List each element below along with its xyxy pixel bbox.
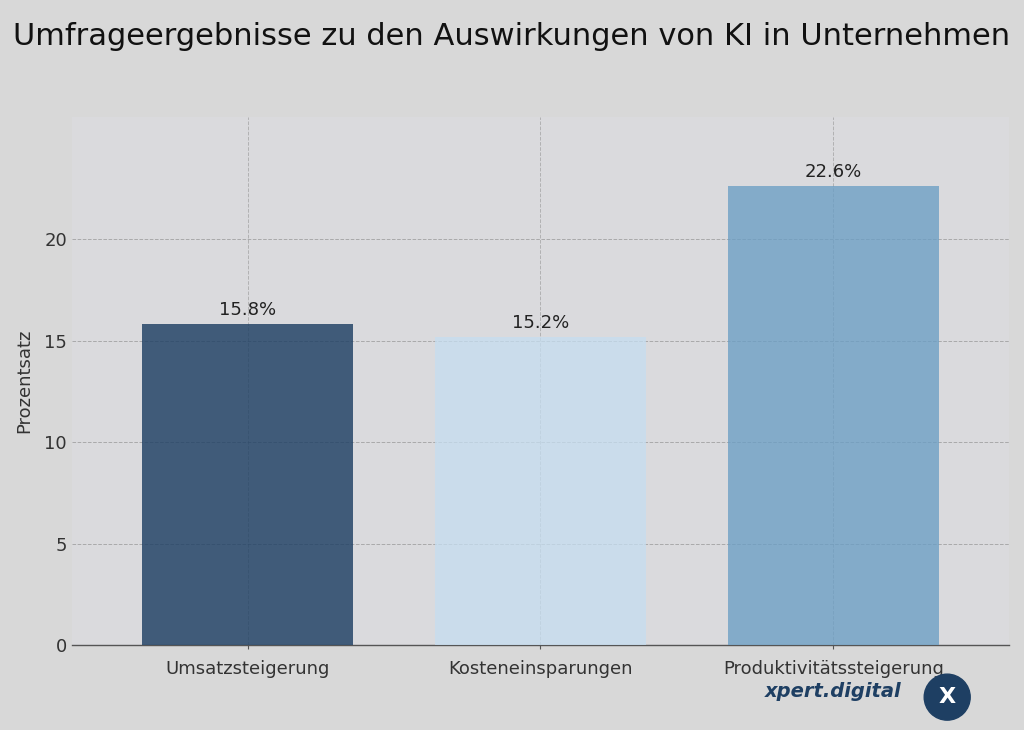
Y-axis label: Prozentsatz: Prozentsatz bbox=[15, 329, 33, 434]
Text: xpert.digital: xpert.digital bbox=[765, 682, 901, 701]
Text: 22.6%: 22.6% bbox=[805, 164, 862, 181]
Bar bbox=[728, 186, 939, 645]
Bar bbox=[142, 324, 353, 645]
Text: 15.2%: 15.2% bbox=[512, 314, 569, 331]
Bar bbox=[435, 337, 646, 645]
Text: 15.8%: 15.8% bbox=[219, 301, 276, 320]
Circle shape bbox=[925, 675, 970, 720]
Text: Umfrageergebnisse zu den Auswirkungen von KI in Unternehmen: Umfrageergebnisse zu den Auswirkungen vo… bbox=[13, 22, 1011, 51]
Text: X: X bbox=[939, 687, 955, 707]
